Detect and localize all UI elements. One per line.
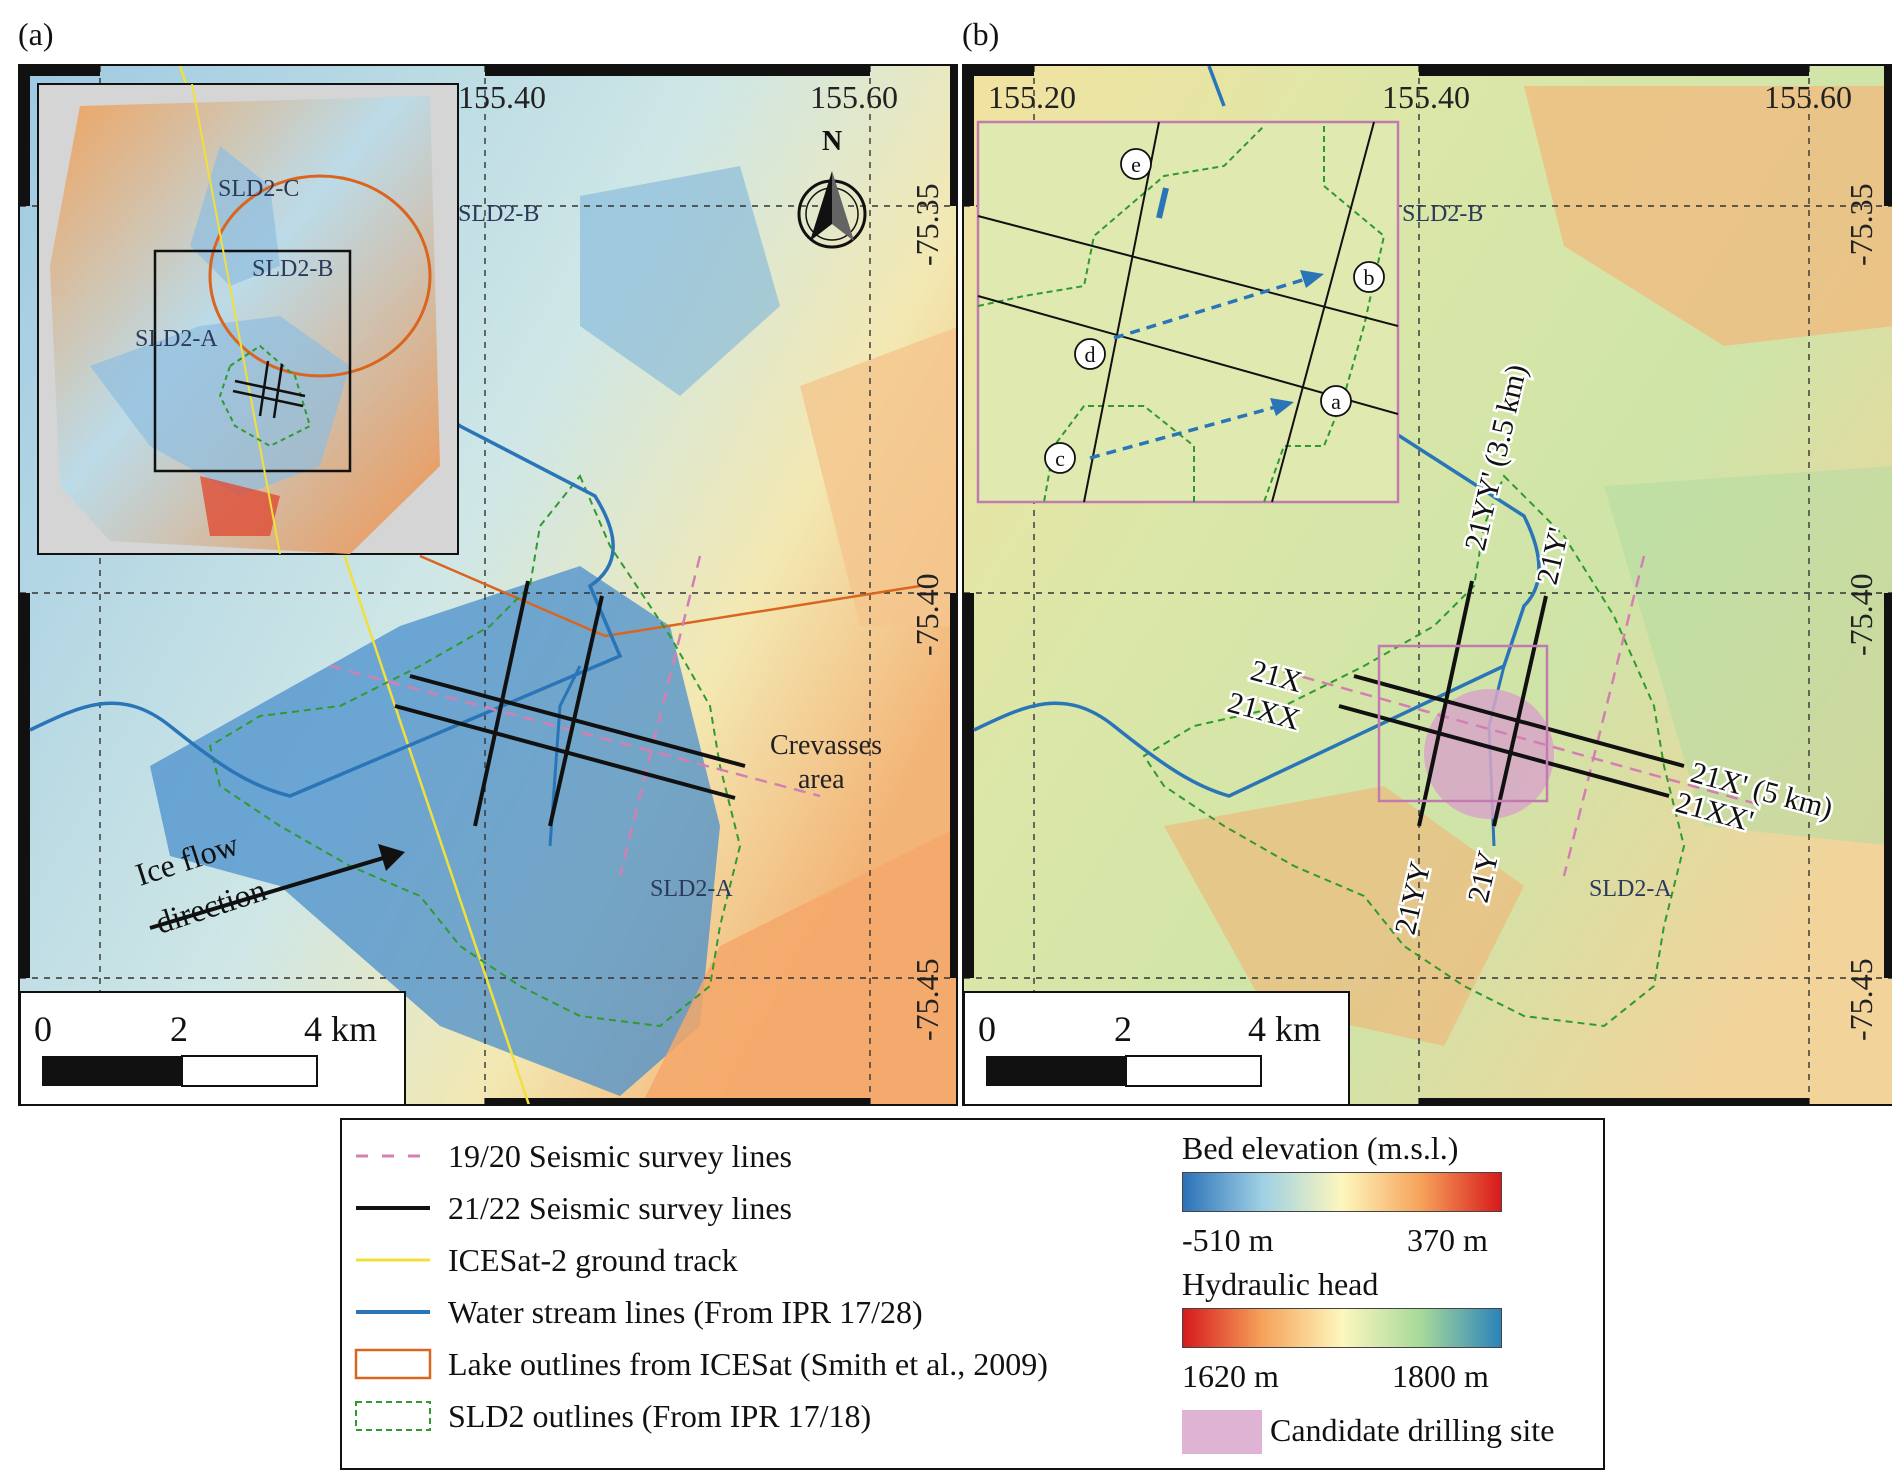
seismic-2122-lines-b — [1338, 580, 1685, 827]
zoom-inset: e b d a c — [976, 120, 1400, 504]
frame-ticks — [20, 66, 956, 1104]
lake-outline-icesat — [419, 554, 921, 638]
trough-shading-upper — [580, 166, 780, 396]
sld2-outline-a — [208, 474, 742, 1028]
water-stream-line-b3 — [1207, 66, 1226, 107]
inset-label-sld2-a: SLD2-A — [135, 326, 218, 352]
water-stream-line-2 — [548, 665, 582, 847]
lat-label-b1: -75.35 — [1843, 183, 1879, 266]
seismic-2122-lines — [394, 580, 746, 827]
drill-site-swatch — [1182, 1410, 1262, 1454]
map-panel-b: e b d a c 21X 21XX 21X' (5 km) 21XX' 21Y… — [962, 64, 1892, 1106]
ice-flow-arrow — [149, 844, 405, 930]
legend-item-icesat2: ICESat-2 ground track — [352, 1240, 738, 1280]
legend-label: 21/22 Seismic survey lines — [448, 1189, 792, 1226]
orange-shading-right — [800, 327, 956, 626]
panel-b-label: (b) — [962, 16, 1000, 52]
hydraulic-head-title: Hydraulic head — [1182, 1266, 1379, 1302]
scale-mid: 2 — [170, 1009, 188, 1049]
lat-label-b2: -75.40 — [1843, 573, 1879, 656]
black-line-icon — [352, 1191, 434, 1225]
seismic-1920-lines — [329, 555, 821, 877]
lat-label-1: -75.35 — [909, 183, 945, 266]
water-stream-line-1 — [29, 394, 623, 798]
scale-b-zero: 0 — [978, 1009, 996, 1049]
bed-elevation-max: 370 m — [1407, 1222, 1488, 1258]
inset-marker-e: e — [1131, 152, 1141, 177]
yellow-line-icon — [352, 1243, 434, 1277]
sld2-outline-b — [1142, 474, 1686, 1028]
panel-a-label: (a) — [18, 16, 54, 52]
crevasses-label-1: Crevasses — [770, 730, 882, 761]
head-shading-green — [1604, 466, 1892, 846]
location-inset: SLD2-C SLD2-B SLD2-A — [37, 83, 459, 555]
legend-label: ICESat-2 ground track — [448, 1241, 738, 1278]
crevasses-label-2: area — [798, 764, 845, 795]
scale-b-end: 4 km — [1248, 1009, 1321, 1049]
lat-label-3: -75.45 — [909, 958, 945, 1041]
hydraulic-head-min: 1620 m — [1182, 1358, 1279, 1394]
scale-b-mid: 2 — [1114, 1009, 1132, 1049]
lat-label-b3: -75.45 — [1843, 958, 1879, 1041]
lon-label-b1: 155.20 — [988, 79, 1076, 115]
lake-label-b-sld2-b: SLD2-B — [1402, 201, 1483, 227]
map-panel-a: Crevasses area Ice flow direction SLD2-B… — [18, 64, 958, 1106]
legend-item-sld2: SLD2 outlines (From IPR 17/18) — [352, 1396, 871, 1436]
lon-label-2: 155.60 — [810, 79, 898, 115]
orange-box-icon — [352, 1347, 434, 1381]
scale-zero: 0 — [34, 1009, 52, 1049]
blue-line-icon — [352, 1295, 434, 1329]
scale-bar-a: 0 2 4 km — [20, 991, 406, 1104]
north-arrow-icon — [797, 171, 867, 249]
hydraulic-head-max: 1800 m — [1392, 1358, 1489, 1394]
bed-elevation-min: -510 m — [1182, 1222, 1274, 1258]
legend-item-seismic-2122: 21/22 Seismic survey lines — [352, 1188, 792, 1228]
inset-marker-a: a — [1331, 389, 1341, 414]
bed-elevation-title: Bed elevation (m.s.l.) — [1182, 1130, 1459, 1166]
scale-bar-b: 0 2 4 km — [964, 991, 1350, 1104]
lon-label-b2: 155.40 — [1382, 79, 1470, 115]
lon-label-1: 155.40 — [458, 79, 546, 115]
orange-shading-lower — [641, 828, 956, 1104]
lake-label-sld2-a: SLD2-A — [650, 876, 733, 902]
legend-label: Water stream lines (From IPR 17/28) — [448, 1293, 923, 1330]
legend-item-lake: Lake outlines from ICESat (Smith et al.,… — [352, 1344, 1048, 1384]
hydraulic-head-colorbar — [1182, 1308, 1502, 1348]
legend-item-seismic-1920: 19/20 Seismic survey lines — [352, 1136, 792, 1176]
lon-label-b3: 155.60 — [1764, 79, 1852, 115]
inset-marker-d: d — [1085, 342, 1096, 367]
head-shading-orange-1 — [1524, 86, 1892, 346]
legend: 19/20 Seismic survey lines 21/22 Seismic… — [340, 1118, 1605, 1470]
legend-label: Lake outlines from ICESat (Smith et al.,… — [448, 1345, 1048, 1382]
lat-label-2: -75.40 — [909, 573, 945, 656]
frame-ticks-b — [964, 66, 1892, 1104]
inset-label-sld2-b: SLD2-B — [252, 256, 333, 282]
lake-label-sld2-b: SLD2-B — [458, 201, 539, 227]
seismic-1920-lines-b — [1263, 555, 1765, 877]
zoom-box — [1377, 644, 1549, 803]
north-label: N — [822, 126, 842, 157]
drill-site-label: Candidate drilling site — [1270, 1412, 1555, 1448]
inset-marker-b: b — [1364, 265, 1375, 290]
scale-end: 4 km — [304, 1009, 377, 1049]
lake-label-b-sld2-a: SLD2-A — [1589, 876, 1672, 902]
water-stream-line-b1 — [973, 394, 1541, 798]
legend-label: 19/20 Seismic survey lines — [448, 1137, 792, 1174]
legend-item-stream: Water stream lines (From IPR 17/28) — [352, 1292, 923, 1332]
bed-elevation-colorbar — [1182, 1172, 1502, 1212]
head-shading-orange-2 — [1164, 786, 1524, 1046]
dashed-pink-line-icon — [352, 1139, 434, 1173]
inset-marker-c: c — [1055, 446, 1065, 471]
green-dashed-box-icon — [352, 1399, 434, 1433]
legend-label: SLD2 outlines (From IPR 17/18) — [448, 1397, 872, 1434]
inset-label-sld2-c: SLD2-C — [218, 176, 299, 202]
